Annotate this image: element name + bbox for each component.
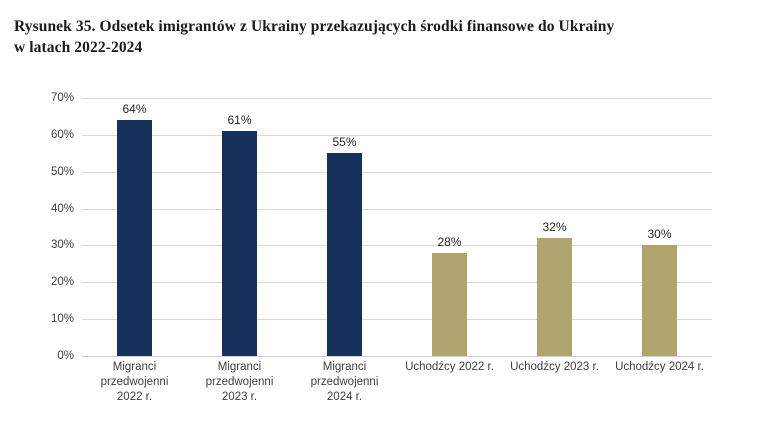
bar-value-label: 28% — [437, 234, 462, 249]
bar-chart: 0% 10% 20% 30% 40% 50% 60% 70% 64% 61% 55% 28% 32% 3… — [0, 80, 764, 427]
x-axis-label-line: Uchodźcy 2022 r. — [405, 361, 494, 373]
bar-value-label: 32% — [542, 220, 567, 235]
x-axis-label-line: 2022 r. — [116, 391, 153, 403]
x-axis-category-label: Uchodźcy 2024 r. — [608, 360, 712, 375]
bar-rect[interactable] — [327, 153, 362, 356]
bar-1[interactable]: 64% — [117, 98, 152, 356]
y-axis-tick-label: 70% — [50, 92, 74, 104]
gridline-20 — [82, 282, 712, 284]
x-axis-label-line: Uchodźcy 2024 r. — [615, 361, 704, 373]
x-axis-label-line: Migranci — [322, 361, 367, 373]
bar-value-label: 55% — [332, 135, 357, 150]
bar-4[interactable]: 28% — [432, 98, 467, 356]
bar-rect[interactable] — [432, 252, 467, 356]
bar-6[interactable]: 30% — [642, 98, 677, 356]
y-axis-tick-label: 10% — [50, 313, 74, 326]
x-axis-category-label: Migranci przedwojenni 2024 r. — [293, 360, 397, 405]
gridline-0 — [82, 356, 712, 357]
gridline-10 — [82, 319, 712, 321]
y-axis-tick-label: 0% — [57, 350, 74, 362]
y-axis-tick-label: 60% — [50, 128, 74, 141]
x-axis-category-label: Uchodźcy 2023 r. — [503, 360, 607, 375]
page-title-line-2: w latach 2022-2024 — [14, 39, 143, 56]
bar-value-label: 30% — [647, 227, 672, 242]
y-axis-tick-label: 50% — [50, 165, 74, 178]
x-axis-category-label: Uchodźcy 2022 r. — [398, 360, 502, 375]
x-axis: Migranci przedwojenni 2022 r. Migranci przed… — [82, 360, 712, 424]
bar-rect[interactable] — [642, 245, 677, 356]
gridline-40 — [82, 208, 712, 210]
x-axis-label-line: przedwojenni — [100, 376, 169, 388]
x-axis-label-line: przedwojenni — [310, 376, 379, 388]
bar-5[interactable]: 32% — [537, 98, 572, 356]
bar-rect[interactable] — [222, 131, 257, 356]
bar-2[interactable]: 61% — [222, 98, 257, 356]
bar-rect[interactable] — [117, 120, 152, 356]
x-axis-label-line: 2024 r. — [326, 391, 363, 403]
x-axis-category-label: Migranci przedwojenni 2022 r. — [83, 360, 187, 405]
x-axis-label-line: przedwojenni — [205, 376, 274, 388]
y-axis-tick-label: 30% — [50, 239, 74, 252]
bar-3[interactable]: 55% — [327, 98, 362, 356]
gridline-50 — [82, 171, 712, 173]
plot-area: 64% 61% 55% 28% 32% 30% — [82, 98, 712, 357]
x-axis-label-line: Migranci — [217, 361, 262, 373]
bar-rect[interactable] — [537, 238, 572, 356]
y-axis: 0% 10% 20% 30% 40% 50% 60% 70% — [22, 92, 74, 362]
y-axis-tick-label: 40% — [50, 202, 74, 215]
gridline-70 — [82, 98, 712, 99]
gridline-60 — [82, 134, 712, 136]
x-axis-label-line: Migranci — [112, 361, 157, 373]
x-axis-category-label: Migranci przedwojenni 2023 r. — [188, 360, 292, 405]
bar-value-label: 64% — [122, 102, 147, 117]
page-title: Rysunek 35. Odsetek imigrantów z Ukrainy… — [14, 16, 754, 58]
x-axis-label-line: Uchodźcy 2023 r. — [510, 361, 599, 373]
page-title-line-1: Rysunek 35. Odsetek imigrantów z Ukrainy… — [14, 18, 615, 35]
bar-value-label: 61% — [227, 113, 252, 128]
x-axis-label-line: 2023 r. — [221, 391, 258, 403]
y-axis-tick-label: 20% — [50, 276, 74, 289]
gridline-30 — [82, 245, 712, 247]
